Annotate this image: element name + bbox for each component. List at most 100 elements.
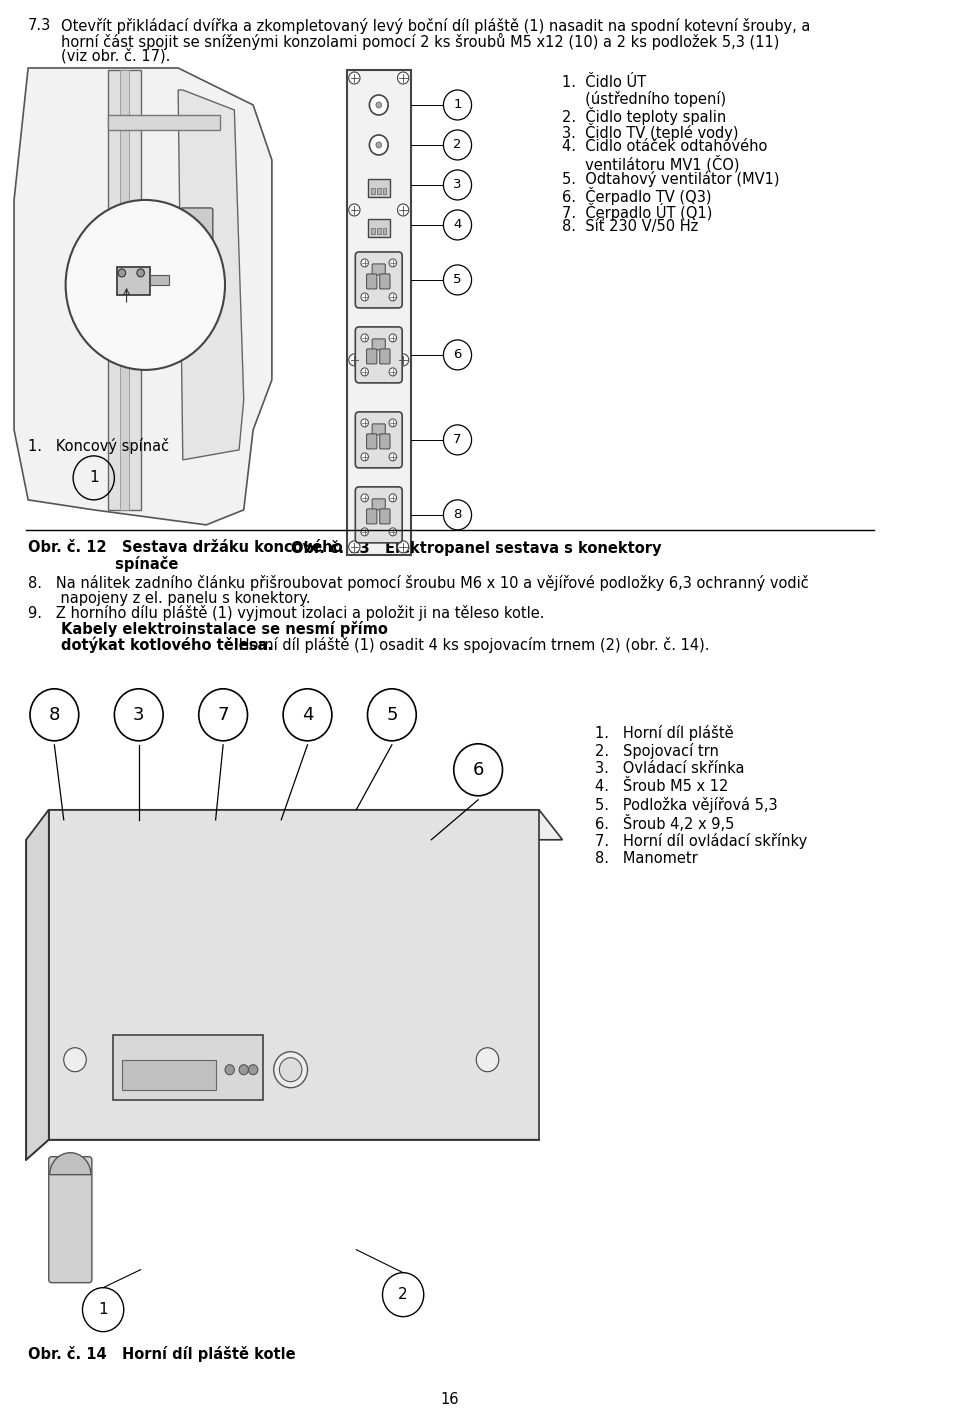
Text: 6: 6 xyxy=(453,349,462,361)
Text: Kabely elektroinstalace se nesmí přímo: Kabely elektroinstalace se nesmí přímo xyxy=(60,621,388,636)
Circle shape xyxy=(397,205,409,216)
Text: 2: 2 xyxy=(453,138,462,151)
Circle shape xyxy=(389,368,396,375)
Text: 7: 7 xyxy=(453,433,462,446)
FancyBboxPatch shape xyxy=(380,274,390,289)
Circle shape xyxy=(389,334,396,341)
Text: 6: 6 xyxy=(472,761,484,779)
Circle shape xyxy=(137,270,144,277)
Circle shape xyxy=(361,419,369,428)
Polygon shape xyxy=(49,810,540,1140)
Text: 4.   Šroub M5 x 12: 4. Šroub M5 x 12 xyxy=(595,779,729,794)
Text: Obr. č. 13   Elektropanel sestava s konektory: Obr. č. 13 Elektropanel sestava s konekt… xyxy=(291,540,661,556)
FancyBboxPatch shape xyxy=(372,229,375,234)
Circle shape xyxy=(249,1065,258,1075)
Circle shape xyxy=(361,494,369,502)
Text: 8.   Na nálitek zadního článku přišroubovat pomocí šroubu M6 x 10 a vějířové pod: 8. Na nálitek zadního článku přišroubova… xyxy=(28,574,809,591)
Circle shape xyxy=(389,453,396,461)
FancyBboxPatch shape xyxy=(49,1157,92,1283)
Circle shape xyxy=(376,102,381,109)
Polygon shape xyxy=(14,68,272,525)
FancyBboxPatch shape xyxy=(380,509,390,523)
FancyBboxPatch shape xyxy=(382,188,386,193)
FancyBboxPatch shape xyxy=(377,229,380,234)
FancyBboxPatch shape xyxy=(372,264,385,275)
Circle shape xyxy=(361,293,369,301)
Circle shape xyxy=(376,143,381,148)
Text: (viz obr. č. 17).: (viz obr. č. 17). xyxy=(60,48,170,63)
Text: Horní díl pláště (1) osadit 4 ks spojovacím trnem (2) (obr. č. 14).: Horní díl pláště (1) osadit 4 ks spojova… xyxy=(234,636,709,653)
Circle shape xyxy=(225,1065,234,1075)
FancyBboxPatch shape xyxy=(372,423,385,435)
Circle shape xyxy=(279,1058,301,1082)
Text: horní část spojit se sníženými konzolami pomocí 2 ks šroubů M5 x12 (10) a 2 ks p: horní část spojit se sníženými konzolami… xyxy=(60,32,780,49)
Text: napojeny z el. panelu s konektory.: napojeny z el. panelu s konektory. xyxy=(28,591,311,605)
Text: 2.  Čidlo teploty spalin: 2. Čidlo teploty spalin xyxy=(563,107,727,126)
FancyBboxPatch shape xyxy=(150,275,169,285)
FancyBboxPatch shape xyxy=(368,179,390,198)
FancyBboxPatch shape xyxy=(117,267,150,295)
Polygon shape xyxy=(26,810,563,840)
Polygon shape xyxy=(179,90,244,460)
Circle shape xyxy=(389,419,396,428)
Circle shape xyxy=(389,260,396,267)
FancyBboxPatch shape xyxy=(380,349,390,364)
Text: 9.   Z horního dílu pláště (1) vyjmout izolaci a položit ji na těleso kotle.: 9. Z horního dílu pláště (1) vyjmout izo… xyxy=(28,605,544,621)
Circle shape xyxy=(274,1051,307,1088)
FancyBboxPatch shape xyxy=(180,207,213,272)
Circle shape xyxy=(361,528,369,536)
FancyBboxPatch shape xyxy=(377,188,380,193)
Text: 7: 7 xyxy=(217,706,228,724)
FancyBboxPatch shape xyxy=(367,435,377,449)
Text: (ústředního topení): (ústředního topení) xyxy=(563,90,727,107)
Text: 8.   Manometr: 8. Manometr xyxy=(595,851,698,866)
Circle shape xyxy=(389,293,396,301)
Text: 1.   Koncový spínač: 1. Koncový spínač xyxy=(28,437,169,454)
FancyBboxPatch shape xyxy=(108,114,220,130)
Text: 1: 1 xyxy=(98,1302,108,1316)
Circle shape xyxy=(397,354,409,365)
Text: 6.  Čerpadlo TV (Q3): 6. Čerpadlo TV (Q3) xyxy=(563,186,712,205)
Text: 7.   Horní díl ovládací skřínky: 7. Horní díl ovládací skřínky xyxy=(595,832,807,849)
Circle shape xyxy=(397,540,409,553)
Text: Otevřít přikládací dvířka a zkompletovaný levý boční díl pláště (1) nasadit na s: Otevřít přikládací dvířka a zkompletovan… xyxy=(60,18,810,34)
Circle shape xyxy=(476,1048,499,1072)
Text: 7.  Čerpadlo ÚT (Q1): 7. Čerpadlo ÚT (Q1) xyxy=(563,203,713,222)
Circle shape xyxy=(370,135,388,155)
Text: 5.   Podložka vějířová 5,3: 5. Podložka vějířová 5,3 xyxy=(595,797,778,813)
FancyBboxPatch shape xyxy=(372,339,385,350)
FancyBboxPatch shape xyxy=(108,71,140,509)
Text: 1: 1 xyxy=(453,99,462,111)
Text: 3.   Ovládací skřínka: 3. Ovládací skřínka xyxy=(595,761,745,776)
Circle shape xyxy=(348,205,360,216)
Text: 4.  Čidlo otáček odtahového: 4. Čidlo otáček odtahového xyxy=(563,138,768,154)
FancyBboxPatch shape xyxy=(112,1034,262,1099)
Text: spínače: spínače xyxy=(28,556,179,571)
Text: dotýkat kotlového tělesa.: dotýkat kotlového tělesa. xyxy=(60,636,273,653)
Text: 8.  Síť 230 V/50 Hz: 8. Síť 230 V/50 Hz xyxy=(563,219,699,234)
FancyBboxPatch shape xyxy=(372,188,375,193)
Circle shape xyxy=(389,528,396,536)
Text: 1.   Horní díl pláště: 1. Horní díl pláště xyxy=(595,725,734,741)
FancyBboxPatch shape xyxy=(372,499,385,509)
FancyBboxPatch shape xyxy=(382,229,386,234)
Text: 5: 5 xyxy=(453,274,462,286)
Text: ventilátoru MV1 (ČO): ventilátoru MV1 (ČO) xyxy=(563,155,740,172)
Text: Obr. č. 14   Horní díl pláště kotle: Obr. č. 14 Horní díl pláště kotle xyxy=(28,1346,296,1362)
Text: 1.  Čidlo ÚT: 1. Čidlo ÚT xyxy=(563,75,647,90)
Text: 3: 3 xyxy=(133,706,145,724)
Circle shape xyxy=(348,72,360,85)
Wedge shape xyxy=(50,1153,91,1175)
Circle shape xyxy=(118,270,126,277)
Text: 2.   Spojovací trn: 2. Spojovací trn xyxy=(595,742,719,759)
FancyBboxPatch shape xyxy=(355,412,402,468)
Circle shape xyxy=(65,200,225,370)
Circle shape xyxy=(239,1065,249,1075)
Text: 3.  Čidlo TV (teplé vody): 3. Čidlo TV (teplé vody) xyxy=(563,123,739,141)
Text: 5.  Odtahový ventilátor (MV1): 5. Odtahový ventilátor (MV1) xyxy=(563,171,780,186)
FancyBboxPatch shape xyxy=(380,435,390,449)
Text: 4: 4 xyxy=(453,219,462,231)
Polygon shape xyxy=(26,810,49,1160)
Circle shape xyxy=(361,260,369,267)
Circle shape xyxy=(348,540,360,553)
